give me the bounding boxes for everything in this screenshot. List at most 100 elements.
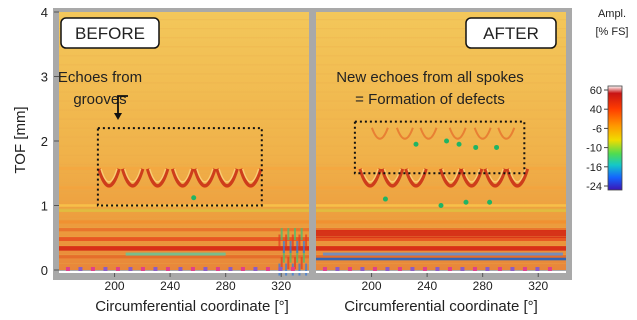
defect-dot	[191, 195, 197, 201]
marker-square	[265, 267, 270, 271]
y-tick-label: 2	[41, 134, 48, 149]
marker-square	[385, 267, 390, 271]
bottom-strip	[316, 271, 566, 273]
noise-mark	[285, 263, 288, 276]
groove-echo	[170, 168, 195, 188]
noise-mark	[280, 257, 283, 270]
x-tick-label: 200	[105, 279, 125, 293]
echo-band	[316, 237, 566, 241]
colorbar-tick-label: -24	[586, 181, 602, 193]
noise-mark	[305, 263, 308, 276]
marker-square	[347, 267, 352, 271]
noise-mark	[280, 228, 283, 241]
defect-dot	[413, 141, 419, 147]
new-echo	[497, 127, 516, 140]
colorbar-tick-label: 40	[590, 104, 602, 116]
marker-square	[447, 267, 452, 271]
new-echo	[395, 127, 414, 140]
colorbar-tick-label: -10	[586, 143, 602, 155]
annotation-text: = Formation of defects	[355, 91, 505, 108]
y-tick-label: 0	[41, 263, 48, 278]
noise-mark	[300, 228, 303, 241]
noise-mark	[294, 257, 296, 270]
defect-dot	[463, 199, 469, 205]
marker-square	[335, 267, 340, 271]
noise-mark	[282, 250, 285, 263]
new-echo	[370, 127, 389, 140]
marker-square	[397, 267, 402, 271]
colorbar-tick-label: -6	[592, 123, 602, 135]
x-tick-label: 320	[271, 279, 291, 293]
marker-square	[103, 267, 108, 271]
marker-square	[497, 267, 502, 271]
x-tick-label: 240	[160, 279, 180, 293]
marker-square	[460, 267, 465, 271]
echo-band	[316, 246, 566, 251]
noise-mark	[300, 257, 303, 270]
groove-echo	[120, 168, 145, 188]
marker-square	[65, 267, 70, 271]
marker-square	[203, 267, 208, 271]
noise-mark	[302, 240, 305, 253]
marker-square	[228, 267, 233, 271]
echo-band	[316, 257, 566, 261]
noise-mark	[294, 228, 296, 241]
marker-square	[165, 267, 170, 271]
noise-mark	[296, 240, 299, 253]
marker-square	[215, 267, 220, 271]
new-echo	[448, 127, 467, 140]
groove-echo	[97, 168, 121, 188]
panel-label: BEFORE	[75, 24, 145, 43]
groove-echo-highlight	[173, 168, 192, 183]
echo-band	[316, 255, 566, 259]
groove-echo	[193, 168, 217, 188]
defect-dot	[473, 144, 479, 150]
marker-square	[535, 267, 540, 271]
arrowhead	[114, 113, 122, 120]
marker-square	[290, 267, 295, 271]
colorbar-tick-label: 60	[590, 85, 602, 97]
groove-echo-highlight	[241, 168, 260, 183]
groove-echo	[145, 168, 170, 188]
noise-mark	[278, 234, 281, 247]
colorbar-tick-label: -16	[586, 162, 602, 174]
annotation-text: Echoes from	[58, 69, 142, 86]
marker-square	[278, 267, 283, 271]
defect-dot	[494, 144, 500, 150]
marker-square	[360, 267, 365, 271]
annotation-box	[353, 120, 526, 175]
panel-after: New echoes from all spokes = Formation of…	[310, 8, 572, 315]
marker-square	[115, 267, 120, 271]
marker-square	[435, 267, 440, 271]
groove-echo-highlight	[100, 168, 118, 183]
marker-square	[140, 267, 145, 271]
marker-square	[90, 267, 95, 271]
groove-echo-highlight	[123, 168, 142, 183]
marker-square	[253, 267, 258, 271]
y-tick-label: 4	[41, 5, 48, 20]
marker-square	[240, 267, 245, 271]
echo-band	[316, 208, 566, 212]
annotation-box	[96, 127, 263, 207]
noise-mark	[287, 257, 290, 270]
echo-band	[316, 166, 566, 171]
echo-band	[59, 246, 309, 251]
echo-band	[316, 230, 566, 238]
noise-mark	[291, 234, 294, 247]
streak	[322, 252, 563, 256]
marker-square	[422, 267, 427, 271]
marker-square	[510, 267, 515, 271]
streak	[125, 252, 226, 256]
echo-band	[316, 186, 566, 190]
marker-square	[322, 267, 327, 271]
x-tick-label: 280	[473, 279, 493, 293]
marker-square	[522, 267, 527, 271]
panel-label-box	[60, 17, 160, 49]
defect-dot	[456, 141, 462, 147]
y-tick-label: 3	[41, 70, 48, 85]
echo-band	[59, 204, 309, 207]
noise-mark	[305, 234, 308, 247]
noise-mark	[282, 240, 285, 253]
marker-square	[410, 267, 415, 271]
marker-square	[472, 267, 477, 271]
